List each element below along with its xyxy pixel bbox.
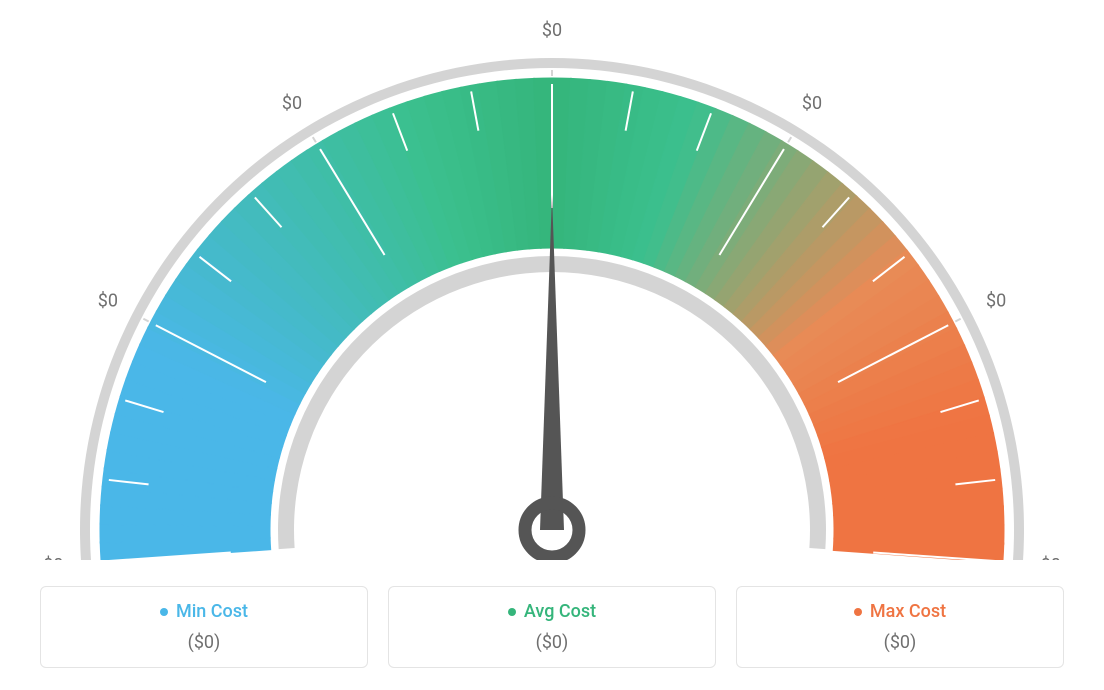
- legend-dot-max: [854, 608, 862, 616]
- svg-text:$0: $0: [43, 555, 63, 560]
- legend-title-min: Min Cost: [51, 601, 357, 622]
- gauge-svg: $0 $0 $0 $0 $0 $0 $0: [0, 0, 1104, 560]
- legend-label-max: Max Cost: [870, 601, 946, 622]
- legend-card-max: Max Cost ($0): [736, 586, 1064, 668]
- svg-text:$0: $0: [98, 290, 118, 311]
- legend-row: Min Cost ($0) Avg Cost ($0) Max Cost ($0…: [40, 586, 1064, 668]
- legend-dot-min: [160, 608, 168, 616]
- legend-title-avg: Avg Cost: [399, 601, 705, 622]
- legend-dot-avg: [508, 608, 516, 616]
- legend-card-min: Min Cost ($0): [40, 586, 368, 668]
- gauge-chart: $0 $0 $0 $0 $0 $0 $0: [0, 0, 1104, 560]
- svg-text:$0: $0: [542, 20, 562, 41]
- legend-card-avg: Avg Cost ($0): [388, 586, 716, 668]
- svg-text:$0: $0: [1041, 555, 1061, 560]
- legend-value-min: ($0): [51, 632, 357, 653]
- svg-text:$0: $0: [282, 93, 302, 114]
- cost-gauge-widget: $0 $0 $0 $0 $0 $0 $0 Min Cost ($0) Avg Cost ($…: [0, 0, 1104, 690]
- svg-text:$0: $0: [802, 93, 822, 114]
- svg-text:$0: $0: [986, 290, 1006, 311]
- legend-title-max: Max Cost: [747, 601, 1053, 622]
- legend-label-min: Min Cost: [176, 601, 248, 622]
- legend-label-avg: Avg Cost: [524, 601, 596, 622]
- legend-value-max: ($0): [747, 632, 1053, 653]
- legend-value-avg: ($0): [399, 632, 705, 653]
